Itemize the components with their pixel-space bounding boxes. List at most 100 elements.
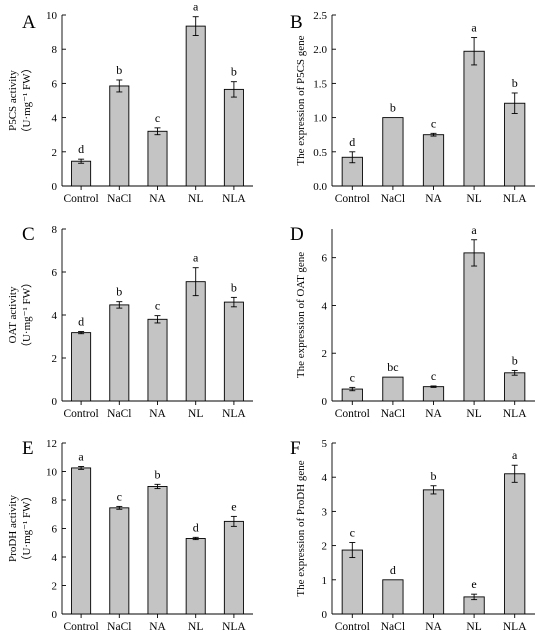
bar-control — [71, 332, 92, 402]
significance-letter: d — [349, 135, 355, 149]
category-label: NL — [466, 193, 481, 205]
y-tick-label: 1 — [322, 575, 328, 587]
category-label: Control — [335, 193, 370, 205]
category-label: NA — [425, 621, 442, 632]
y-tick-label: 4 — [52, 310, 58, 322]
category-label: NaCl — [381, 193, 405, 205]
panel-letter: B — [290, 12, 303, 33]
y-tick-label: 0 — [52, 609, 58, 621]
bar-nl — [185, 538, 206, 615]
significance-letter: b — [155, 467, 161, 481]
bar-nla — [504, 372, 526, 402]
bar-na — [422, 489, 445, 615]
significance-letter: c — [117, 489, 122, 503]
y-tick-label: 8 — [52, 495, 58, 507]
y-axis-title: ProDH activity — [7, 495, 19, 562]
y-tick-label: 8 — [52, 44, 58, 56]
bar-nl — [185, 281, 206, 402]
significance-letter: d — [390, 563, 396, 577]
significance-letter: b — [231, 65, 237, 79]
chart-panel-d: D 0 2 4 6 c Control bc NaCl c NA a NL b NLA The express… — [290, 223, 535, 420]
panel-letter: C — [22, 224, 35, 245]
bar-nl — [463, 252, 485, 402]
y-tick-label: 10 — [46, 467, 58, 479]
bar-na — [422, 386, 445, 402]
y-tick-label: 0 — [52, 181, 58, 193]
significance-letter: d — [193, 520, 199, 534]
y-tick-label: 4 — [322, 300, 328, 312]
category-label: NaCl — [107, 193, 131, 205]
category-label: NL — [188, 621, 203, 632]
category-label: NaCl — [381, 621, 405, 632]
significance-letter: b — [431, 469, 437, 483]
significance-letter: a — [78, 450, 84, 464]
category-label: NL — [466, 408, 481, 420]
chart-panel-f: F 0 1 2 3 4 5 c Control d NaCl b NA e NL a NLA The expres… — [290, 438, 535, 632]
significance-letter: c — [155, 299, 160, 313]
y-tick-label: 4 — [322, 472, 328, 484]
category-label: NaCl — [107, 621, 131, 632]
bar-nl — [463, 50, 485, 187]
y-tick-label: 2 — [322, 348, 328, 360]
significance-letter: e — [471, 577, 476, 591]
y-tick-label: 0 — [52, 396, 58, 408]
y-tick-label: 0.0 — [313, 181, 327, 193]
significance-letter: b — [231, 280, 237, 294]
y-axis-unit: （U·mg⁻¹ FW） — [20, 490, 33, 566]
bar-nacl — [382, 376, 404, 402]
chart-panel-c: C 0 2 4 6 8 d Control b NaCl c NA a NL b NLA OAT activit… — [7, 224, 253, 420]
significance-letter: c — [431, 369, 436, 383]
y-tick-label: 0 — [322, 396, 328, 408]
category-label: NL — [466, 621, 481, 632]
category-label: Control — [64, 408, 99, 420]
significance-letter: a — [471, 21, 477, 35]
category-label: Control — [335, 621, 370, 632]
significance-letter: b — [512, 76, 518, 90]
chart-panel-a: A 0 2 4 6 8 10 d Control b NaCl c NA a NL b NLA P5CS acti… — [7, 0, 253, 205]
bar-nacl — [109, 507, 130, 615]
significance-letter: bc — [387, 360, 398, 374]
significance-letter: a — [193, 0, 199, 14]
significance-letter: a — [193, 251, 199, 265]
y-tick-label: 2.5 — [313, 10, 327, 22]
y-axis-unit: （U·mg⁻¹ FW） — [20, 277, 33, 353]
bar-na — [147, 130, 168, 187]
y-tick-label: 3 — [322, 506, 328, 518]
y-tick-label: 1.5 — [313, 78, 327, 90]
category-label: NA — [425, 193, 442, 205]
y-tick-label: 6 — [52, 524, 58, 536]
y-axis-unit: （U·mg⁻¹ FW） — [20, 62, 33, 138]
category-label: Control — [64, 621, 99, 632]
bar-nla — [223, 520, 244, 615]
significance-letter: c — [431, 116, 436, 130]
category-label: NaCl — [381, 408, 405, 420]
panel-letter: A — [22, 12, 36, 33]
y-tick-label: 6 — [52, 78, 58, 90]
significance-letter: a — [471, 223, 477, 237]
chart-panel-e: E 0 2 4 6 8 10 12 a Control c NaCl b NA d NL e NLA ProDH a… — [7, 438, 253, 632]
category-label: NA — [425, 408, 442, 420]
y-tick-label: 6 — [52, 267, 58, 279]
bar-nacl — [382, 579, 404, 615]
significance-letter: c — [350, 526, 355, 540]
category-label: NaCl — [107, 408, 131, 420]
bar-na — [422, 134, 445, 187]
y-tick-label: 5 — [322, 438, 328, 450]
significance-letter: c — [155, 111, 160, 125]
bar-na — [147, 318, 168, 402]
bar-control — [341, 549, 363, 615]
y-tick-label: 4 — [52, 113, 58, 125]
category-label: NA — [149, 193, 166, 205]
bar-nl — [185, 25, 206, 187]
category-label: NLA — [222, 408, 246, 420]
bar-nla — [504, 473, 526, 615]
bar-nla — [223, 301, 244, 402]
bar-nacl — [109, 304, 130, 402]
bar-nla — [504, 102, 526, 187]
y-tick-label: 12 — [46, 438, 57, 450]
y-tick-label: 4 — [52, 552, 58, 564]
y-tick-label: 10 — [46, 10, 58, 22]
bar-control — [71, 160, 92, 187]
y-tick-label: 6 — [322, 253, 328, 265]
